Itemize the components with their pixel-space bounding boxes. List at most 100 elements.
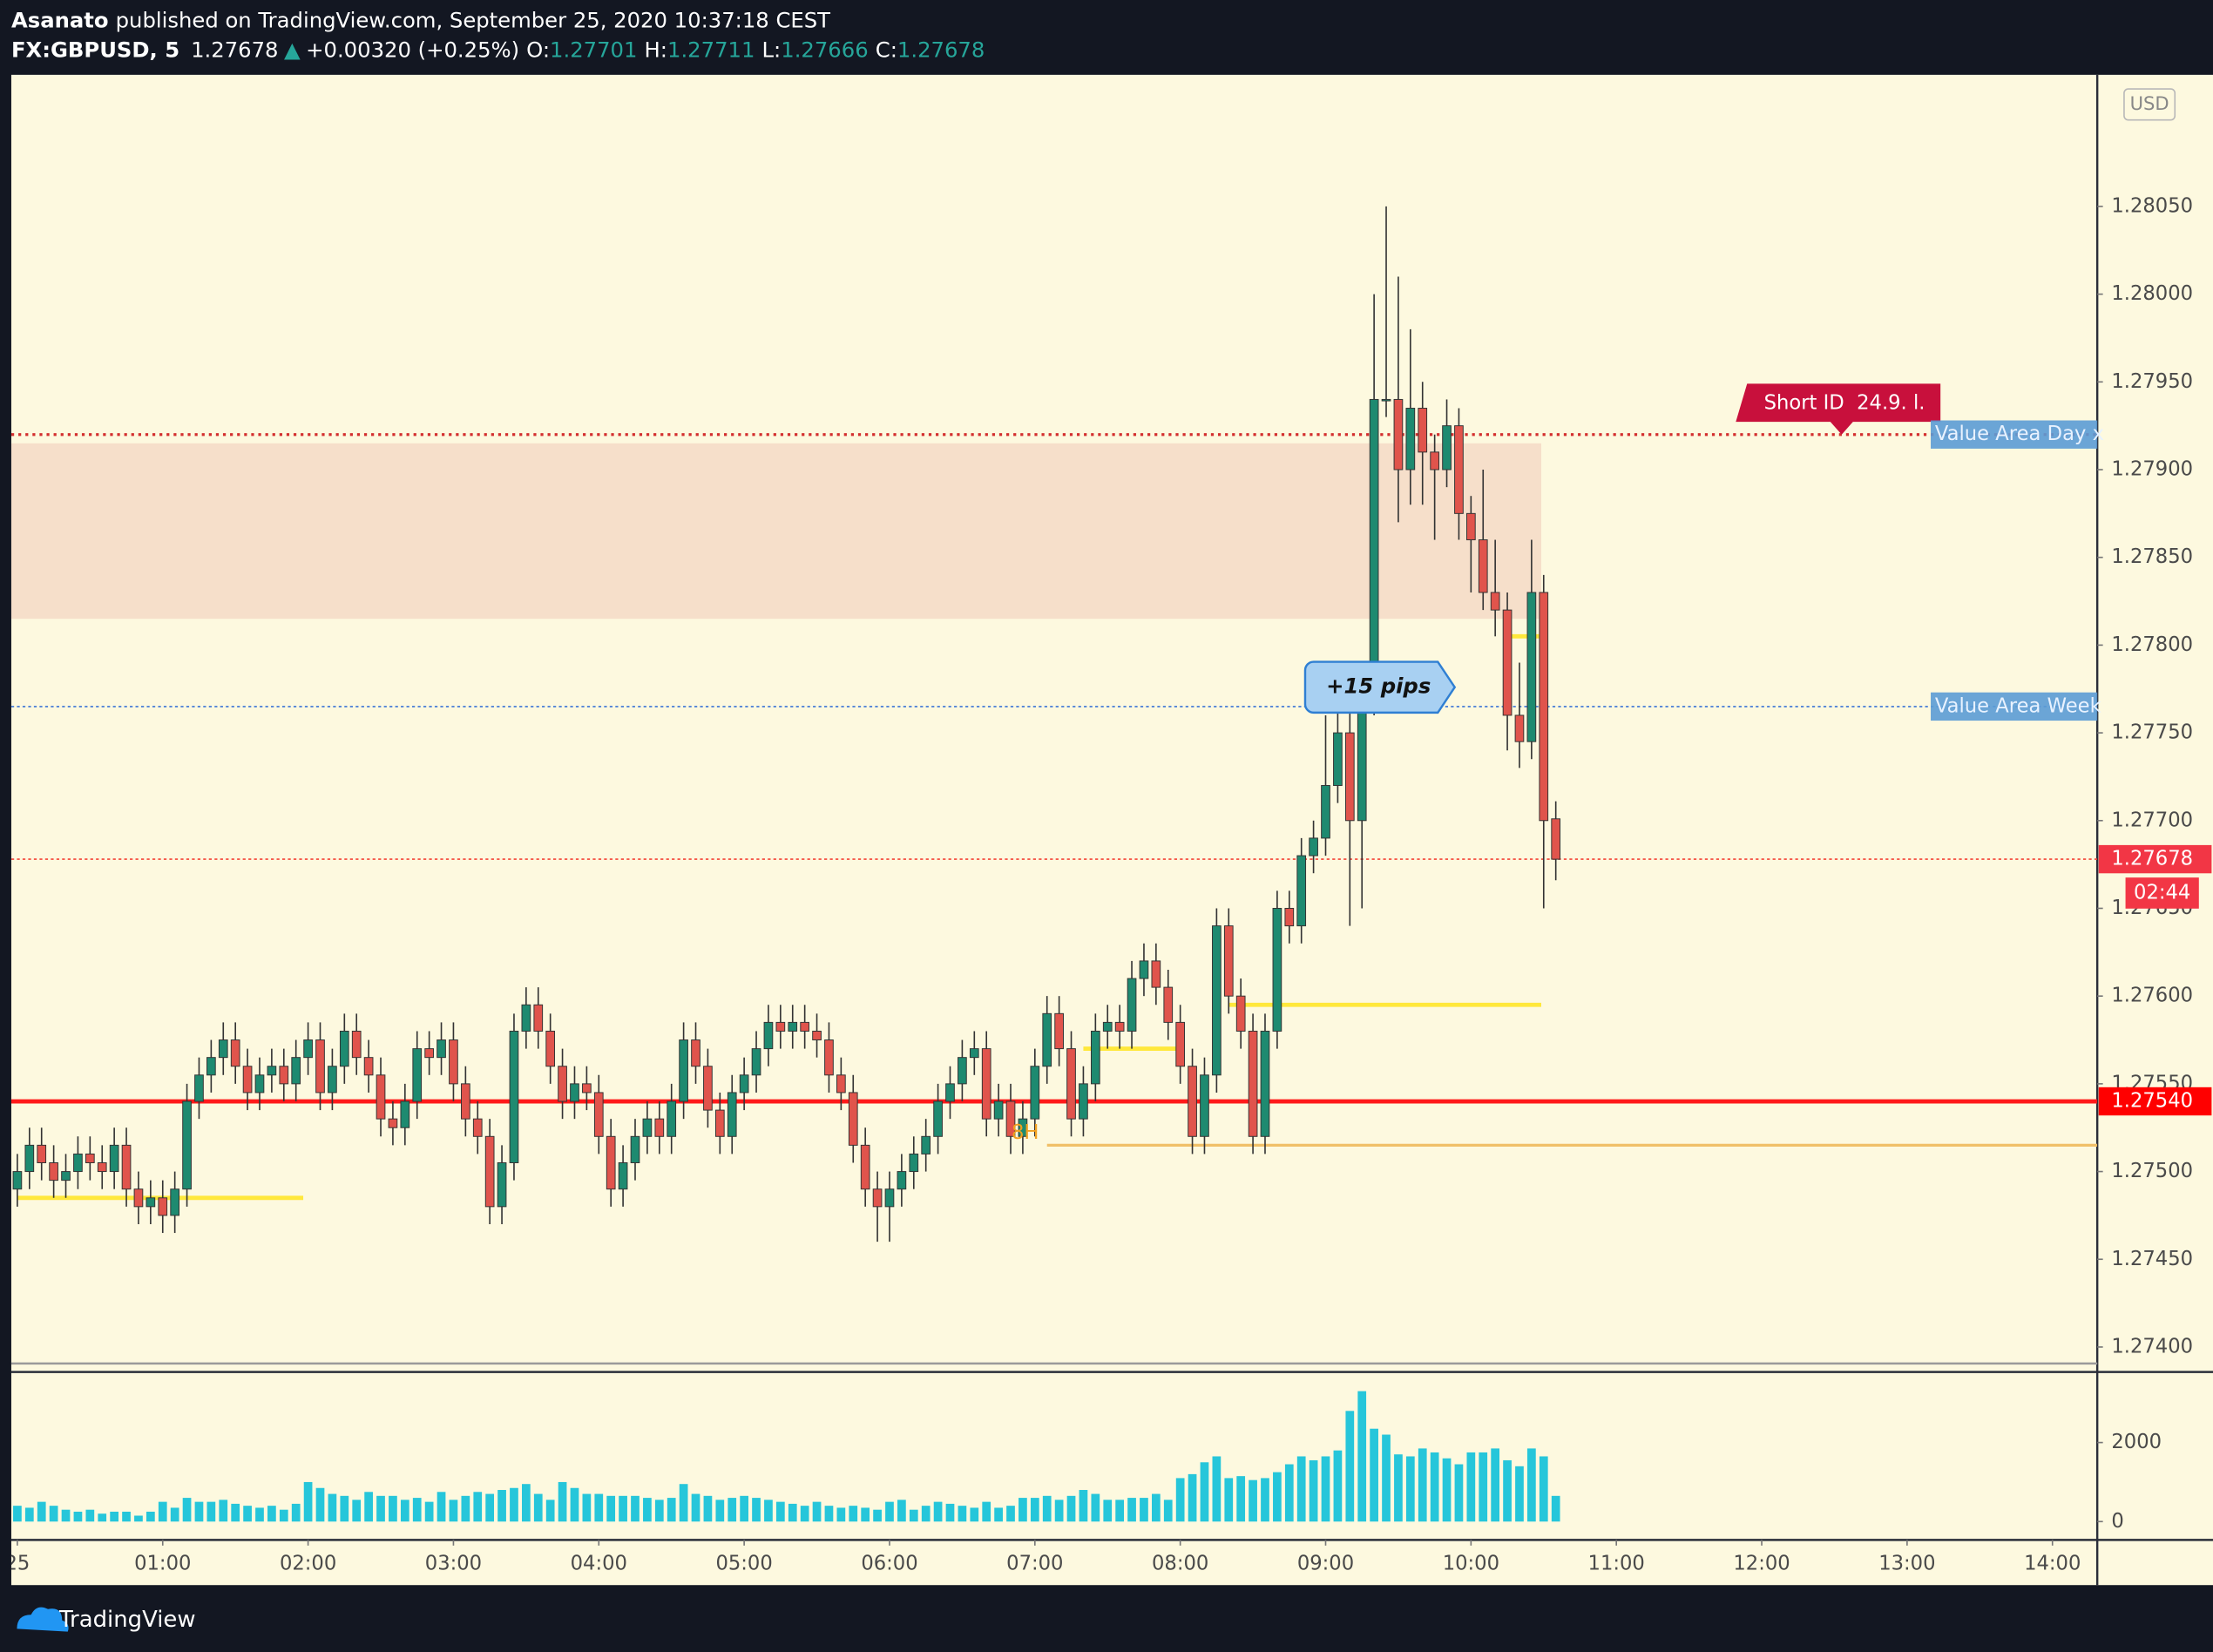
candle-body xyxy=(194,1074,204,1102)
candle-body xyxy=(1357,697,1367,822)
volume-bar xyxy=(182,1498,192,1522)
volume-bar xyxy=(219,1500,228,1522)
price-label: 1.27540 xyxy=(2111,1090,2193,1113)
candle-body xyxy=(1139,960,1149,979)
candle-body xyxy=(1114,1021,1125,1032)
volume-bar xyxy=(1261,1478,1269,1522)
volume-bar xyxy=(13,1506,22,1522)
candle-body xyxy=(993,1100,1004,1120)
candle-body xyxy=(1296,855,1307,927)
candle-body xyxy=(97,1162,107,1173)
volume-bar xyxy=(1079,1490,1088,1522)
volume-bar xyxy=(1370,1428,1378,1522)
ohlc-value: 1.27666 xyxy=(781,37,868,62)
candle-body xyxy=(679,1039,688,1102)
candle-body xyxy=(751,1048,761,1076)
volume-bar xyxy=(1188,1473,1197,1522)
volume-bar xyxy=(982,1501,991,1522)
volume-bar xyxy=(352,1500,362,1522)
candle-body xyxy=(1248,1030,1258,1137)
y-tick-label: 1.27850 xyxy=(2111,545,2193,568)
candle-body xyxy=(170,1188,180,1216)
y-tick-label: 1.27900 xyxy=(2111,457,2193,480)
volume-bar xyxy=(328,1493,337,1522)
candle-body xyxy=(1526,592,1537,742)
candle-body xyxy=(437,1039,446,1059)
candle-body xyxy=(254,1074,265,1093)
candle-body xyxy=(703,1066,713,1111)
candle-body xyxy=(146,1197,156,1208)
candle-body xyxy=(61,1171,71,1181)
volume-bar xyxy=(231,1503,240,1522)
candle-body xyxy=(121,1144,132,1190)
candle-body xyxy=(1090,1030,1100,1085)
candle-body xyxy=(812,1030,822,1041)
currency-box[interactable] xyxy=(2123,88,2176,121)
ohlc-value: 1.27701 xyxy=(550,37,637,62)
candle-body xyxy=(109,1144,119,1173)
volume-bar xyxy=(1515,1466,1524,1522)
candle-body xyxy=(1333,732,1343,786)
volume-bar xyxy=(1527,1448,1536,1522)
volume-bar xyxy=(994,1507,1003,1522)
candle-body xyxy=(1284,907,1295,927)
candle-body xyxy=(1272,907,1282,1032)
volume-bar xyxy=(703,1495,713,1522)
candle-body xyxy=(848,1092,858,1146)
candle-body xyxy=(1466,512,1476,541)
callout-box xyxy=(1736,383,1941,435)
user: Asanato xyxy=(11,7,109,32)
candle-body xyxy=(497,1162,507,1208)
candle-body xyxy=(739,1074,749,1093)
volume-bar xyxy=(800,1506,809,1522)
volume-bar xyxy=(340,1495,349,1522)
candle-body xyxy=(133,1188,144,1208)
candle-body xyxy=(1418,408,1428,453)
candle-body xyxy=(654,1118,665,1137)
volume-bar xyxy=(1454,1464,1464,1522)
y-tick-label: 1.28050 xyxy=(2111,194,2193,217)
candle-body xyxy=(1405,408,1416,471)
candle-body xyxy=(1054,1012,1064,1050)
volume-bar xyxy=(1224,1478,1234,1522)
candle-body xyxy=(1223,925,1234,997)
volume-bar xyxy=(73,1511,83,1522)
y-tick-label: 1.27500 xyxy=(2111,1160,2193,1182)
volume-bar xyxy=(909,1509,918,1522)
change: +0.00320 (+0.25%) xyxy=(306,37,519,62)
price-pane xyxy=(10,206,2098,1242)
volume-bar xyxy=(376,1495,385,1522)
candle-body xyxy=(909,1153,919,1173)
annotation-text: 8H xyxy=(1012,1121,1039,1144)
volume-bar xyxy=(752,1498,761,1522)
candle-body xyxy=(1514,714,1525,742)
volume-bar xyxy=(921,1506,931,1522)
volume-bar xyxy=(1091,1493,1100,1522)
volume-bar xyxy=(667,1498,676,1522)
volume-bar xyxy=(424,1501,434,1522)
x-tick-label: 25 xyxy=(4,1552,30,1574)
candle-body xyxy=(521,1004,531,1032)
volume-bar xyxy=(619,1495,627,1522)
volume-bar xyxy=(1430,1452,1439,1522)
volume-bar xyxy=(1249,1479,1257,1522)
candle-body xyxy=(788,1021,798,1032)
volume-bar xyxy=(1442,1458,1452,1522)
bubble-text: +15 pips xyxy=(1326,674,1431,699)
x-tick-label: 11:00 xyxy=(1588,1552,1645,1574)
volume-bar xyxy=(1175,1478,1185,1522)
bubble xyxy=(1303,660,1457,714)
volume-bar xyxy=(1273,1472,1282,1522)
volume-bar xyxy=(473,1492,483,1522)
volume-bar xyxy=(1042,1495,1052,1522)
candle-body xyxy=(85,1153,95,1163)
candle-body xyxy=(267,1066,277,1076)
candle-body xyxy=(12,1171,23,1190)
candle-body xyxy=(158,1197,168,1216)
candle-body xyxy=(860,1144,870,1190)
volume-bar xyxy=(206,1501,216,1522)
volume-bar xyxy=(437,1492,446,1522)
candle-body xyxy=(1309,837,1318,856)
symbol: FX:GBPUSD, 5 xyxy=(11,37,179,62)
volume-bar xyxy=(110,1511,118,1522)
